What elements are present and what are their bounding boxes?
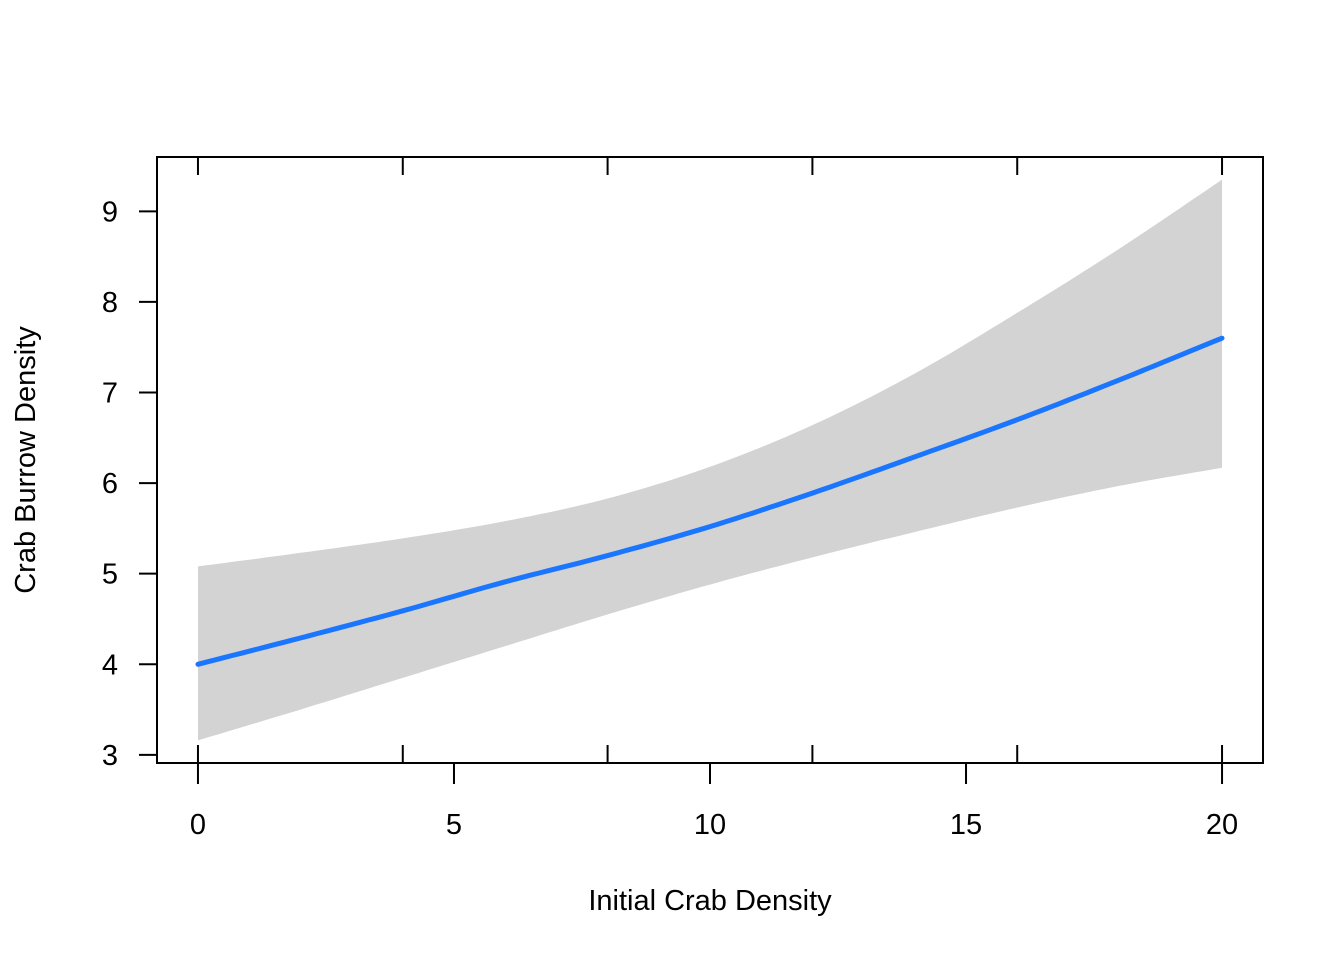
x-tick-label: 20 <box>1206 809 1238 841</box>
y-tick-label: 9 <box>102 196 118 228</box>
x-axis-label: Initial Crab Density <box>588 885 832 917</box>
y-tick-label: 6 <box>102 468 118 500</box>
x-axis: 0 5 10 15 20 <box>190 157 1238 841</box>
x-tick-label: 0 <box>190 809 206 841</box>
y-tick-label: 5 <box>102 559 118 591</box>
y-tick-label: 8 <box>102 287 118 319</box>
y-tick-label: 4 <box>102 649 118 681</box>
y-tick-label: 3 <box>102 740 118 772</box>
confidence-band <box>198 179 1222 741</box>
y-axis: 3 4 5 6 7 8 9 <box>102 196 157 772</box>
confidence-band-layer <box>198 179 1222 741</box>
y-axis-label: Crab Burrow Density <box>10 326 42 594</box>
x-tick-label: 5 <box>446 809 462 841</box>
line-layer <box>195 335 1225 667</box>
x-tick-label: 10 <box>694 809 726 841</box>
fitted-line <box>195 335 1225 667</box>
x-tick-label: 15 <box>950 809 982 841</box>
y-tick-label: 7 <box>102 378 118 410</box>
